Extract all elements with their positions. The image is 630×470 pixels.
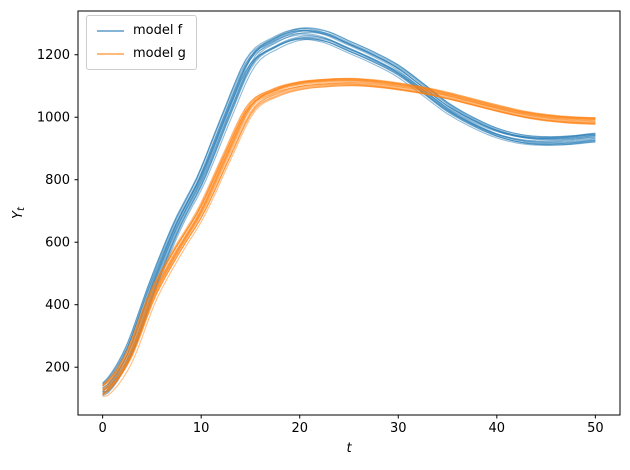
trajectory-model-g — [102, 78, 596, 387]
legend-line-model-f-icon — [97, 30, 124, 32]
trajectory-model-f — [102, 37, 596, 393]
y-tick-label: 1000 — [37, 111, 70, 126]
x-tick-label: 30 — [390, 421, 407, 436]
line-bundles — [102, 27, 596, 398]
legend-item-model-g: model g — [97, 46, 186, 62]
x-tick-label: 0 — [98, 421, 106, 436]
legend-line-model-g-icon — [97, 53, 124, 55]
x-tick-label: 20 — [291, 421, 308, 436]
trajectory-model-g — [102, 82, 596, 391]
legend-label-model-g: model g — [133, 46, 186, 61]
y-tick-label: 400 — [45, 298, 70, 313]
trajectory-model-g — [102, 85, 596, 398]
y-tick-label: 600 — [45, 236, 70, 251]
trajectory-model-f — [102, 30, 596, 393]
trajectory-model-f — [102, 27, 596, 394]
trajectory-model-f — [102, 37, 596, 389]
y-axis-label-subscript: t — [16, 206, 27, 211]
x-tick-label: 40 — [489, 421, 506, 436]
legend-label-model-f: model f — [133, 23, 183, 38]
trajectory-model-f — [102, 31, 596, 394]
trajectory-model-f — [102, 29, 596, 390]
y-axis-label: Yt — [11, 206, 27, 219]
plot-frame — [77, 10, 621, 416]
y-tick-label: 200 — [45, 361, 70, 376]
x-axis-label: t — [346, 441, 352, 456]
trajectory-model-f — [102, 34, 596, 387]
y-tick-label: 800 — [45, 173, 70, 188]
y-tick-label: 1200 — [37, 48, 70, 63]
trajectory-model-g — [102, 79, 596, 387]
axes: 0 10 20 30 40 50 200 400 600 800 1000 1200 — [37, 10, 621, 436]
y-axis-label-base: Y — [11, 210, 26, 219]
trajectory-model-f — [102, 38, 596, 385]
legend-item-model-f: model f — [97, 23, 186, 39]
x-tick-label: 10 — [193, 421, 210, 436]
legend: model f model g — [86, 15, 197, 70]
trajectory-model-f — [102, 38, 596, 393]
x-tick-label: 50 — [587, 421, 604, 436]
